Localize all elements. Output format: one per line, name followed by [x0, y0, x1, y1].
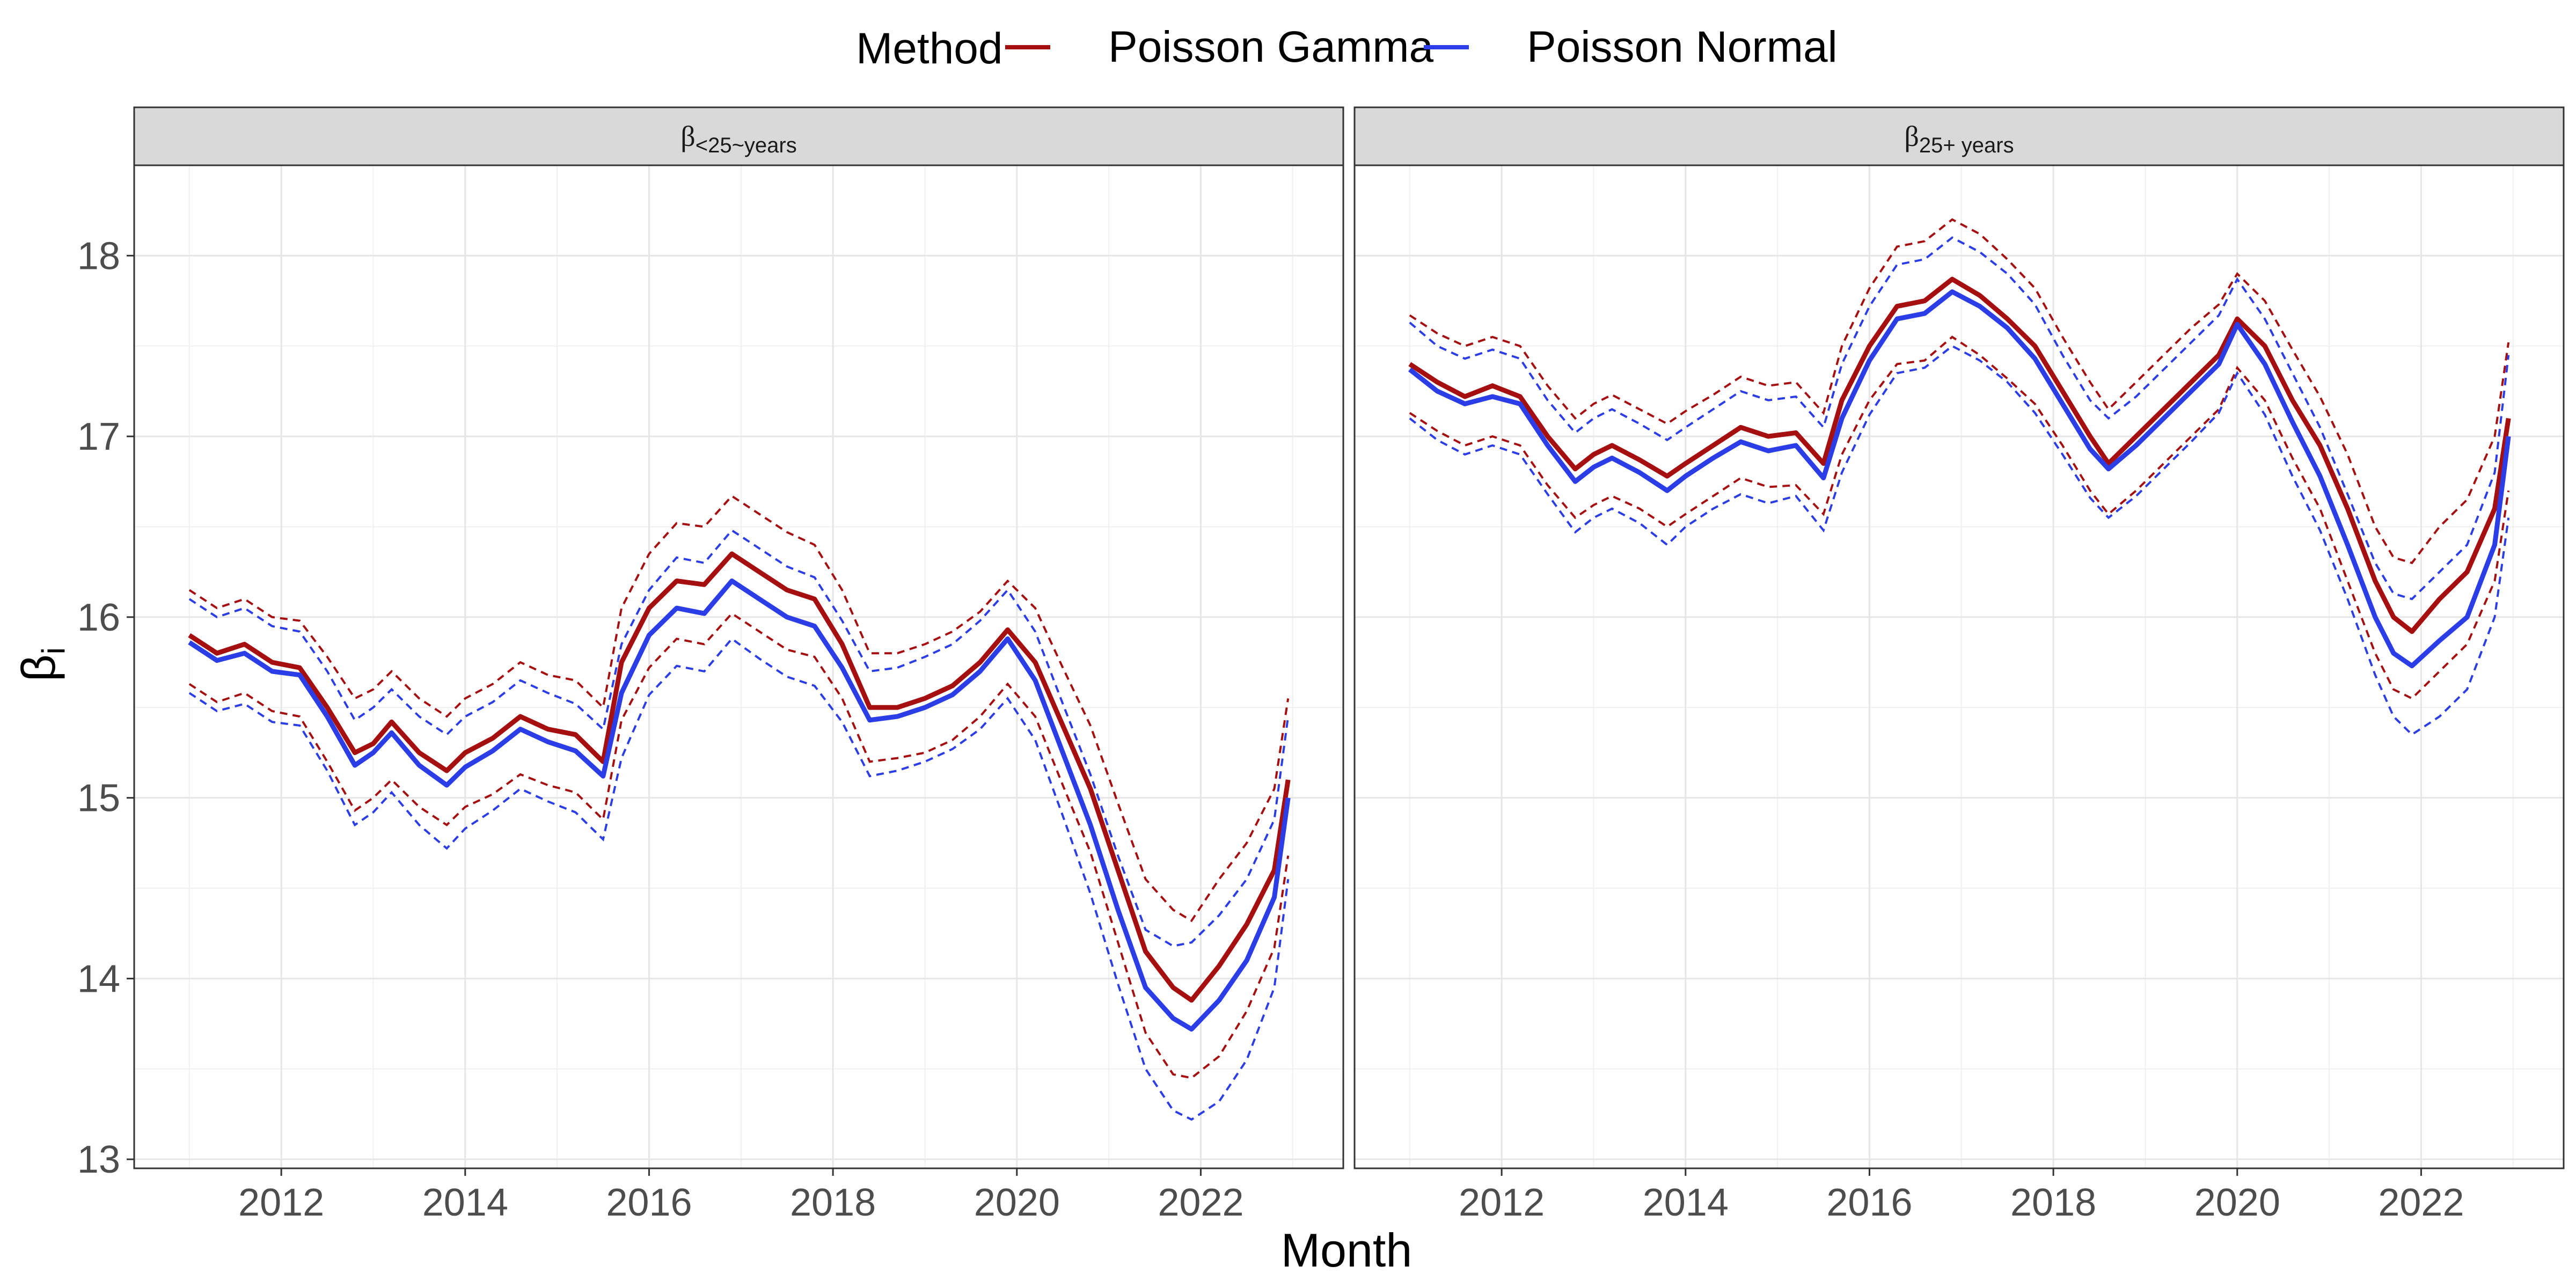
y-axis-title-subscript: i — [35, 647, 71, 654]
panel-1: β<25~years 2012 2014 2016 2018 2020 2022 13 14 15… — [77, 106, 1344, 1224]
y-tick-label: 17 — [77, 415, 120, 458]
upper-bound-line — [188, 529, 1290, 947]
panel-strip-label: β25+ years — [1904, 120, 2014, 157]
x-tick-label: 2016 — [606, 1181, 692, 1224]
y-tick-label: 13 — [77, 1138, 120, 1181]
series-poisson-normal — [1408, 236, 2511, 736]
y-axis-title: βi — [12, 647, 71, 682]
x-tick-label: 2018 — [790, 1181, 876, 1224]
x-tick-label: 2020 — [2194, 1181, 2280, 1224]
series-poisson-gamma — [1408, 218, 2511, 700]
panel-2: β25+ years 2012 2014 2016 2018 2020 2022 — [1353, 106, 2565, 1224]
estimate-line — [188, 579, 1291, 1032]
panel-strip-label: β<25~years — [680, 120, 797, 157]
lower-bound-line — [1409, 335, 2510, 700]
y-tick-label: 18 — [77, 235, 120, 277]
x-tick-label: 2012 — [238, 1181, 324, 1224]
panel-strip-symbol: β — [680, 120, 695, 152]
panel-strip-subscript: 25+ years — [1919, 134, 2014, 157]
x-tick-label: 2022 — [1158, 1181, 1243, 1224]
panel-strip — [1353, 106, 2565, 166]
y-tick-label: 14 — [77, 957, 120, 1000]
x-tick-label: 2018 — [2010, 1181, 2096, 1224]
y-tick-label: 16 — [77, 596, 120, 639]
y-axis-title-symbol: β — [12, 654, 65, 682]
panel-strip-subscript: <25~years — [696, 134, 797, 157]
x-tick-label: 2020 — [974, 1181, 1060, 1224]
legend-label-poisson-normal: Poisson Normal — [1527, 23, 1838, 71]
estimate-line — [1408, 276, 2511, 634]
legend-label-poisson-gamma: Poisson Gamma — [1108, 23, 1434, 71]
upper-bound-line — [1409, 218, 2510, 565]
legend: Method Poisson Gamma Poisson Normal — [856, 23, 1838, 73]
plot-background — [134, 165, 1343, 1168]
lower-bound-line — [1409, 345, 2510, 736]
plot-background — [1355, 165, 2564, 1168]
lower-bound-line — [188, 637, 1290, 1121]
x-tick-label: 2014 — [1643, 1181, 1729, 1224]
estimate-line — [188, 551, 1291, 1003]
lower-bound-line — [188, 612, 1290, 1079]
upper-bound-line — [1409, 236, 2510, 601]
panel-border — [133, 164, 1344, 1169]
x-tick-label: 2014 — [422, 1181, 508, 1224]
estimate-line — [1408, 289, 2511, 669]
panel-strip-symbol: β — [1904, 120, 1919, 152]
x-tick-label: 2012 — [1459, 1181, 1545, 1224]
x-tick-label: 2016 — [1826, 1181, 1912, 1224]
legend-title: Method — [856, 24, 1003, 73]
y-tick-label: 15 — [77, 777, 120, 820]
x-tick-label: 2022 — [2378, 1181, 2464, 1224]
x-axis-title: Month — [1281, 1224, 1413, 1277]
upper-bound-line — [188, 494, 1290, 923]
series-poisson-normal — [188, 529, 1291, 1121]
series-poisson-gamma — [188, 494, 1291, 1079]
panel-strip — [133, 106, 1344, 166]
panel-border — [1353, 164, 2565, 1169]
